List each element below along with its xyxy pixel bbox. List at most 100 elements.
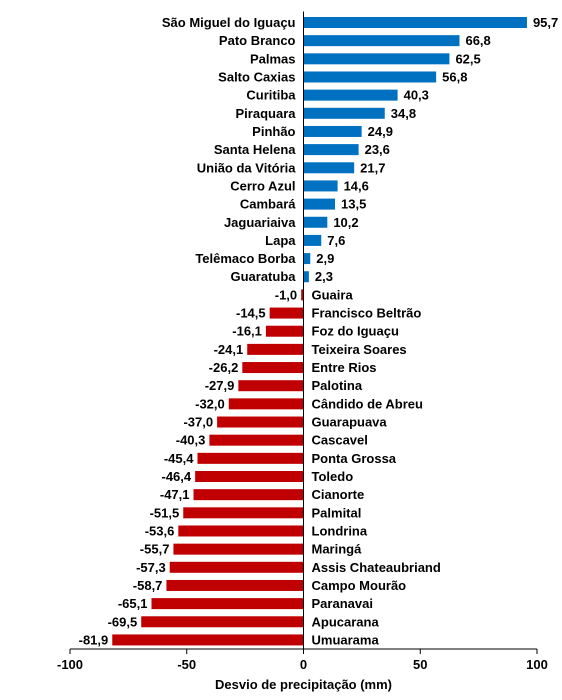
value-label-lapa: 7,6 xyxy=(327,233,345,248)
category-label-foz-do-iguacu: Foz do Iguaçu xyxy=(312,324,399,339)
x-tick-label: 0 xyxy=(300,657,307,672)
bar-francisco-beltrao xyxy=(269,307,304,319)
category-label-campo-mourao: Campo Mourão xyxy=(312,578,407,593)
category-label-teixeira-soares: Teixeira Soares xyxy=(312,342,407,357)
bar-curitiba xyxy=(303,89,398,101)
value-label-campo-mourao: -58,7 xyxy=(133,578,163,593)
bar-foz-do-iguacu xyxy=(265,325,304,337)
category-label-cascavel: Cascavel xyxy=(312,433,368,448)
bar-campo-mourao xyxy=(166,579,304,591)
category-label-palotina: Palotina xyxy=(312,378,363,393)
value-label-jaguariaiva: 10,2 xyxy=(333,215,358,230)
value-label-cascavel: -40,3 xyxy=(176,433,206,448)
category-label-apucarana: Apucarana xyxy=(312,614,380,629)
value-label-cambara: 13,5 xyxy=(341,197,366,212)
value-label-palmas: 62,5 xyxy=(455,51,480,66)
category-label-palmas: Palmas xyxy=(250,51,296,66)
value-label-ponta-grossa: -45,4 xyxy=(164,451,194,466)
category-label-palmital: Palmital xyxy=(312,505,362,520)
category-label-entre-rios: Entre Rios xyxy=(312,360,377,375)
bar-londrina xyxy=(178,525,304,537)
category-label-candido-de-abreu: Cândido de Abreu xyxy=(312,396,424,411)
value-label-guarapuava: -37,0 xyxy=(183,415,213,430)
bar-guaratuba xyxy=(303,271,309,283)
x-tick-label: -100 xyxy=(57,657,83,672)
bar-palmital xyxy=(183,507,304,519)
category-label-londrina: Londrina xyxy=(312,523,368,538)
category-label-maringa: Maringá xyxy=(312,542,363,557)
value-label-palotina: -27,9 xyxy=(205,378,235,393)
value-label-cerro-azul: 14,6 xyxy=(344,178,369,193)
bar-sao-miguel-do-iguacu xyxy=(303,17,527,28)
bar-pinhao xyxy=(303,125,362,137)
bar-candido-de-abreu xyxy=(228,398,304,410)
category-label-sao-miguel-do-iguacu: São Miguel do Iguaçu xyxy=(162,15,296,30)
value-label-telemaco-borba: 2,9 xyxy=(316,251,334,266)
value-label-toledo: -46,4 xyxy=(162,469,192,484)
category-label-cerro-azul: Cerro Azul xyxy=(230,178,295,193)
value-label-pinhao: 24,9 xyxy=(368,124,393,139)
bar-lapa xyxy=(303,234,322,246)
bar-salto-caxias xyxy=(303,71,437,83)
category-label-cambara: Cambará xyxy=(240,197,296,212)
value-label-santa-helena: 23,6 xyxy=(365,142,390,157)
value-label-foz-do-iguacu: -16,1 xyxy=(232,324,262,339)
category-label-pinhao: Pinhão xyxy=(252,124,295,139)
bar-cianorte xyxy=(193,489,304,501)
value-label-candido-de-abreu: -32,0 xyxy=(195,396,225,411)
value-label-apucarana: -69,5 xyxy=(108,614,138,629)
x-tick-label: -50 xyxy=(177,657,196,672)
bar-assis-chateaubriand xyxy=(169,561,304,573)
value-label-curitiba: 40,3 xyxy=(404,88,429,103)
category-label-ponta-grossa: Ponta Grossa xyxy=(312,451,397,466)
value-label-londrina: -53,6 xyxy=(145,523,175,538)
value-label-guaira: -1,0 xyxy=(275,287,297,302)
category-label-paranavai: Paranavai xyxy=(312,596,373,611)
bar-uniao-da-vitoria xyxy=(303,162,355,174)
bar-guarapuava xyxy=(217,416,304,428)
bars-group: São Miguel do Iguaçu 95,7 Pato Branco 66,8 P… xyxy=(79,15,559,647)
x-tick-label: 100 xyxy=(526,657,548,672)
bar-jaguariaiva xyxy=(303,216,328,228)
category-label-assis-chateaubriand: Assis Chateaubriand xyxy=(312,560,441,575)
category-label-santa-helena: Santa Helena xyxy=(214,142,296,157)
value-label-guaratuba: 2,3 xyxy=(315,269,333,284)
x-axis: -100 -50 0 50 100 xyxy=(57,11,548,672)
category-label-francisco-beltrao: Francisco Beltrão xyxy=(312,306,422,321)
value-label-maringa: -55,7 xyxy=(140,542,170,557)
value-label-francisco-beltrao: -14,5 xyxy=(236,306,266,321)
bar-cambara xyxy=(303,198,336,210)
category-label-cianorte: Cianorte xyxy=(312,487,365,502)
value-label-pato-branco: 66,8 xyxy=(465,33,490,48)
category-label-uniao-da-vitoria: União da Vitória xyxy=(197,160,296,175)
value-label-paranavai: -65,1 xyxy=(118,596,148,611)
bar-santa-helena xyxy=(303,144,359,156)
bar-cerro-azul xyxy=(303,180,338,192)
bar-palotina xyxy=(238,380,304,392)
bar-telemaco-borba xyxy=(303,253,311,265)
category-label-lapa: Lapa xyxy=(265,233,296,248)
value-label-entre-rios: -26,2 xyxy=(209,360,239,375)
category-label-umuarama: Umuarama xyxy=(312,632,380,647)
x-tick-label: 50 xyxy=(413,657,427,672)
value-label-teixeira-soares: -24,1 xyxy=(214,342,244,357)
bar-teixeira-soares xyxy=(247,343,304,355)
bar-toledo xyxy=(195,471,304,482)
value-label-umuarama: -81,9 xyxy=(79,632,109,647)
category-label-guaratuba: Guaratuba xyxy=(230,269,296,284)
bar-umuarama xyxy=(112,634,304,646)
category-label-salto-caxias: Salto Caxias xyxy=(218,69,295,84)
category-label-curitiba: Curitiba xyxy=(246,88,296,103)
value-label-cianorte: -47,1 xyxy=(160,487,190,502)
x-axis-title: Desvio de precipitação (mm) xyxy=(215,677,392,692)
bar-apucarana xyxy=(141,616,304,628)
bar-piraquara xyxy=(303,107,385,119)
bar-cascavel xyxy=(209,434,304,446)
bar-guaira xyxy=(301,289,304,301)
category-label-guaira: Guaira xyxy=(312,287,354,302)
category-label-pato-branco: Pato Branco xyxy=(219,33,296,48)
category-label-jaguariaiva: Jaguariaiva xyxy=(224,215,296,230)
value-label-salto-caxias: 56,8 xyxy=(442,69,467,84)
value-label-piraquara: 34,8 xyxy=(391,106,416,121)
